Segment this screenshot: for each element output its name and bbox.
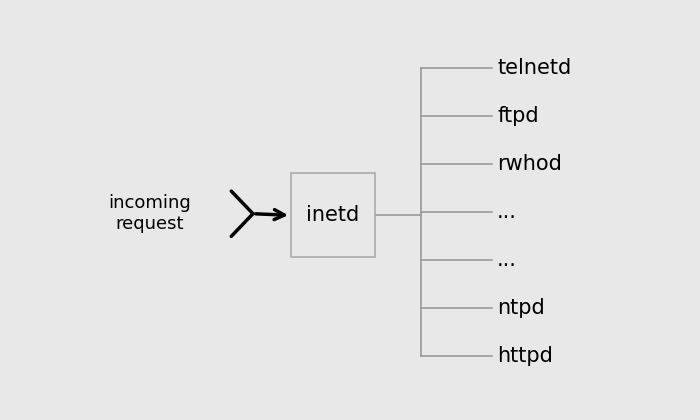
Text: incoming
request: incoming request (108, 194, 191, 233)
Text: ftpd: ftpd (497, 106, 539, 126)
Text: inetd: inetd (307, 205, 360, 226)
Text: ...: ... (497, 202, 517, 222)
Text: httpd: httpd (497, 346, 553, 366)
Text: ...: ... (497, 250, 517, 270)
Bar (291, 173, 375, 257)
Text: telnetd: telnetd (497, 58, 571, 78)
Text: ntpd: ntpd (497, 298, 545, 318)
Text: rwhod: rwhod (497, 154, 562, 174)
